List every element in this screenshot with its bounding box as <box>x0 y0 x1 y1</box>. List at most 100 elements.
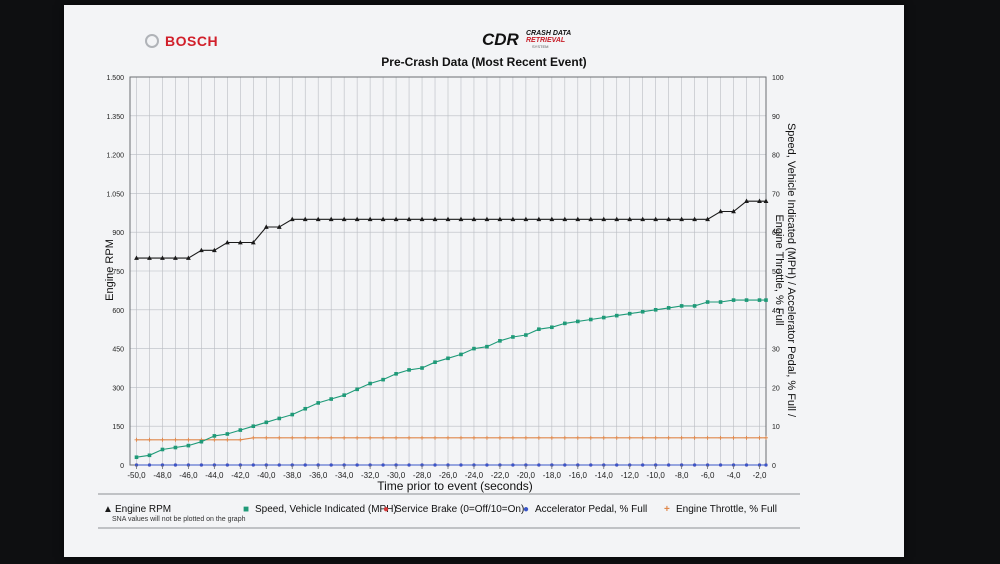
y-left-tick-label: 1.200 <box>106 153 124 160</box>
data-point <box>355 435 360 440</box>
data-point <box>368 435 373 440</box>
data-point <box>394 372 398 376</box>
data-point <box>355 463 359 467</box>
y-left-tick-label: 600 <box>112 308 124 315</box>
data-point <box>615 463 619 467</box>
data-point <box>550 325 554 330</box>
data-point <box>705 300 710 304</box>
data-point <box>666 435 671 440</box>
data-point <box>510 216 516 222</box>
y-left-tick-label: 150 <box>112 424 124 431</box>
data-point <box>367 216 373 222</box>
data-point <box>303 463 307 467</box>
x-tick-label: -30,0 <box>387 471 406 480</box>
y-right-tick-label: 10 <box>772 424 780 431</box>
data-point <box>432 216 438 222</box>
data-point <box>290 435 295 440</box>
data-point <box>134 255 139 260</box>
x-tick-label: -50,0 <box>127 471 146 480</box>
data-point <box>264 435 269 440</box>
data-point <box>277 435 282 440</box>
y-right-tick-label: 80 <box>772 153 780 160</box>
data-point <box>627 216 633 222</box>
data-point <box>640 309 645 314</box>
data-point <box>303 435 308 440</box>
data-point <box>420 366 424 370</box>
y-axis-left-label: Engine RPM <box>104 239 116 301</box>
data-point <box>264 420 269 425</box>
data-point <box>458 216 464 222</box>
series-4 <box>134 435 768 442</box>
footnote-sna: SNA values will not be plotted on the gr… <box>112 516 246 523</box>
data-point <box>407 463 411 467</box>
series-line <box>136 437 766 441</box>
data-point <box>692 435 697 440</box>
data-point <box>614 435 619 440</box>
data-point <box>394 435 399 440</box>
data-point <box>238 428 243 432</box>
data-point <box>757 435 762 440</box>
data-point <box>731 208 736 214</box>
data-point <box>380 216 386 222</box>
data-point <box>641 463 645 467</box>
x-tick-label: -8,0 <box>675 471 689 480</box>
data-point <box>666 306 671 310</box>
data-point <box>329 435 334 440</box>
data-point <box>588 216 594 222</box>
axis-tick-labels: 0 150 300 450 600 750 900 1.050 1.200 1.350 1.500 0… <box>106 75 783 480</box>
data-point <box>251 424 256 428</box>
data-point <box>485 344 489 349</box>
data-point <box>315 216 321 222</box>
cdr-logo-line1: CRASH DATA <box>526 30 571 37</box>
data-point <box>147 437 152 442</box>
legend-symbol: ● <box>523 504 529 515</box>
data-point <box>225 437 230 442</box>
data-point <box>237 239 243 245</box>
data-point <box>705 216 710 222</box>
data-point <box>511 463 515 467</box>
data-point <box>433 463 437 467</box>
cdr-logo: CDR CRASH DATA RETRIEVAL SYSTEM <box>482 30 571 49</box>
data-point <box>484 435 489 440</box>
data-point <box>381 463 385 467</box>
data-point <box>731 298 736 302</box>
data-point <box>549 216 555 222</box>
x-tick-label: -6,0 <box>701 471 715 480</box>
data-point <box>381 377 385 382</box>
data-point <box>420 435 425 440</box>
data-point <box>718 208 723 214</box>
data-point <box>458 435 463 440</box>
data-point <box>640 435 645 440</box>
data-point <box>601 435 606 440</box>
data-point <box>562 435 567 440</box>
data-point <box>666 216 672 222</box>
bosch-logo: BOSCH <box>145 33 218 49</box>
data-point <box>679 304 684 308</box>
data-point <box>393 216 399 222</box>
x-tick-label: -24,0 <box>465 471 484 480</box>
data-point <box>744 298 749 302</box>
y-left-tick-label: 0 <box>120 463 124 470</box>
data-point <box>381 435 386 440</box>
y-left-tick-label: 450 <box>112 347 124 354</box>
x-tick-label: -34,0 <box>335 471 354 480</box>
data-point <box>134 437 139 442</box>
x-tick-label: -26,0 <box>439 471 458 480</box>
data-point <box>718 435 723 440</box>
y-right-tick-label: 90 <box>772 114 780 121</box>
x-tick-label: -40,0 <box>257 471 276 480</box>
data-point <box>173 445 178 450</box>
data-point <box>471 216 477 222</box>
y-left-tick-label: 750 <box>112 269 124 276</box>
y-right-tick-label: 50 <box>772 269 780 276</box>
data-point <box>198 247 204 253</box>
data-point <box>562 216 568 222</box>
data-point <box>289 216 295 222</box>
y-right-tick-label: 60 <box>772 230 780 237</box>
data-point <box>653 435 658 440</box>
data-point <box>614 216 620 222</box>
data-point <box>627 435 632 440</box>
data-point <box>459 463 463 467</box>
y-right-tick-label: 70 <box>772 191 780 198</box>
data-point <box>186 443 191 448</box>
